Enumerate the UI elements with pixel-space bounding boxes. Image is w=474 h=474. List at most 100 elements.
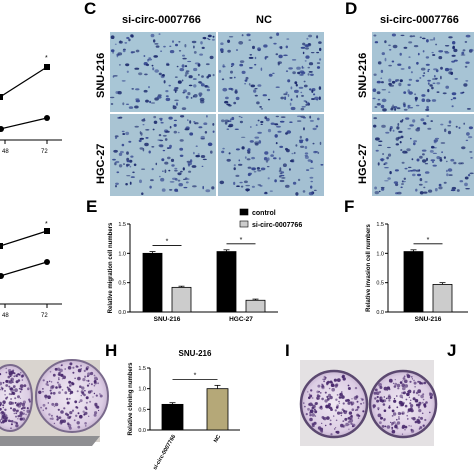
stained-cell	[280, 116, 286, 118]
y-tick-label: 0.0	[376, 310, 384, 316]
stained-cell	[198, 73, 200, 76]
colony	[49, 389, 52, 392]
colony	[44, 394, 48, 398]
stained-cell	[433, 68, 438, 71]
colony	[419, 381, 422, 385]
colony	[428, 392, 432, 395]
stained-cell	[130, 176, 135, 178]
stained-cell	[222, 147, 225, 150]
stained-cell	[432, 152, 437, 154]
stained-cell	[126, 157, 130, 162]
data-point	[44, 228, 50, 234]
colony	[333, 415, 335, 417]
colony	[383, 409, 387, 413]
stained-cell	[236, 185, 240, 187]
stained-cell	[423, 72, 426, 74]
panel-letter-e: E	[86, 197, 97, 216]
stained-cell	[283, 54, 288, 57]
stained-cell	[296, 95, 298, 98]
colony	[309, 414, 312, 417]
colony	[376, 395, 379, 399]
stained-cell	[308, 191, 314, 196]
colony	[391, 426, 394, 429]
stained-cell	[311, 89, 314, 93]
stained-cell	[407, 170, 410, 172]
stained-cell	[447, 130, 452, 135]
stained-cell	[408, 66, 411, 70]
colony	[348, 411, 353, 415]
stained-cell	[302, 190, 306, 193]
stained-cell	[260, 67, 263, 71]
colony	[321, 416, 325, 419]
stained-cell	[240, 185, 244, 188]
colony	[407, 390, 409, 393]
stained-cell	[228, 36, 234, 38]
stained-cell	[174, 76, 178, 78]
stained-cell	[401, 183, 404, 185]
stained-cell	[182, 167, 185, 171]
stained-cell	[304, 60, 307, 62]
colony	[317, 426, 322, 430]
colony	[80, 394, 83, 397]
stained-cell	[264, 191, 268, 194]
stained-cell	[425, 63, 430, 66]
stained-cell	[442, 92, 447, 95]
stained-cell	[263, 157, 268, 161]
stained-cell	[389, 49, 392, 51]
stained-cell	[200, 83, 205, 87]
stained-cell	[126, 151, 129, 155]
colony	[383, 399, 387, 403]
stained-cell	[135, 88, 140, 91]
stained-cell	[467, 174, 471, 177]
stained-cell	[422, 50, 425, 53]
stained-cell	[253, 171, 257, 173]
stained-cell	[241, 146, 245, 150]
colony	[417, 389, 422, 394]
colony	[336, 430, 340, 434]
stained-cell	[164, 138, 168, 141]
colony	[326, 395, 329, 399]
stained-cell	[393, 181, 399, 184]
stained-cell	[244, 79, 248, 82]
col-label-si-circ-d: si-circ-0007766	[380, 14, 459, 26]
stained-cell	[233, 76, 236, 79]
stained-cell	[388, 78, 392, 83]
stained-cell	[446, 173, 449, 177]
stained-cell	[179, 154, 184, 157]
colony	[342, 420, 345, 422]
stained-cell	[208, 38, 211, 41]
colony	[377, 407, 380, 410]
stained-cell	[415, 128, 421, 132]
colony	[390, 381, 393, 383]
colony	[344, 417, 348, 421]
chart-f-invasion: 0.0 0.5 1.0 1.5 Relative invasion cell numbe…	[366, 222, 468, 323]
colony	[26, 407, 29, 410]
stained-cell	[254, 94, 258, 97]
stained-cell	[235, 96, 240, 101]
stained-cell	[206, 88, 211, 92]
stained-cell	[429, 84, 433, 87]
colony	[397, 387, 400, 390]
colony	[356, 408, 359, 411]
colony	[380, 416, 383, 420]
stained-cell	[440, 66, 443, 70]
stained-cell	[285, 70, 289, 73]
colony	[53, 422, 56, 425]
colony	[330, 383, 335, 388]
stained-cell	[181, 79, 184, 82]
stained-cell	[210, 150, 213, 154]
colony	[0, 411, 1, 415]
stained-cell	[314, 96, 319, 101]
colony	[316, 394, 320, 397]
stained-cell	[291, 152, 294, 155]
stained-cell	[405, 117, 410, 120]
stained-cell	[425, 108, 430, 111]
data-point	[44, 259, 50, 265]
stained-cell	[272, 72, 275, 74]
stained-cell	[125, 131, 130, 136]
stained-cell	[212, 130, 215, 133]
stained-cell	[257, 119, 260, 122]
colony	[383, 396, 385, 398]
stained-cell	[438, 50, 444, 53]
colony	[83, 393, 86, 397]
